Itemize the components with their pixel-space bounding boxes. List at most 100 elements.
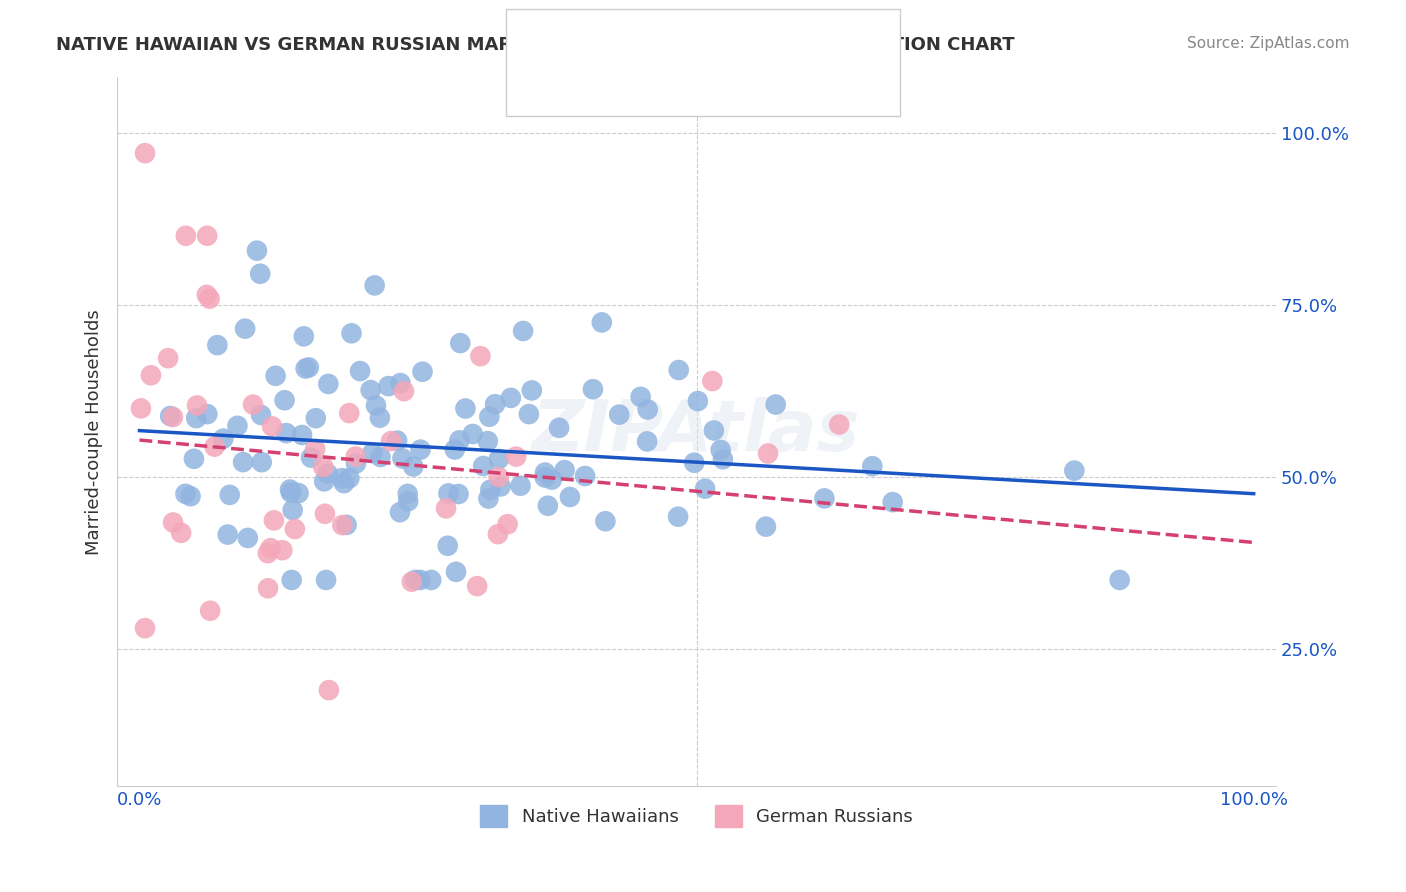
Point	[305, 411, 328, 425]
Point	[186, 399, 208, 413]
Point	[391, 451, 413, 466]
Point	[370, 450, 392, 464]
Point	[195, 288, 218, 302]
Point	[517, 407, 540, 421]
Point	[505, 450, 527, 464]
Point	[402, 459, 425, 474]
Point	[396, 487, 419, 501]
Point	[392, 384, 415, 399]
Point	[344, 456, 367, 470]
Point	[683, 456, 706, 470]
Point	[298, 360, 321, 375]
Text: ZIPAtlas: ZIPAtlas	[533, 398, 860, 467]
Point	[174, 487, 197, 501]
Point	[499, 391, 522, 405]
Point	[461, 427, 484, 442]
Point	[454, 401, 477, 416]
Point	[595, 514, 617, 528]
Point	[477, 434, 499, 449]
Point	[436, 539, 458, 553]
Point	[548, 421, 571, 435]
Point	[702, 374, 724, 388]
Point	[710, 442, 733, 457]
Point	[278, 483, 301, 497]
Point	[711, 452, 734, 467]
Point	[478, 409, 501, 424]
Point	[232, 455, 254, 469]
Text: 43: 43	[738, 70, 765, 90]
Point	[159, 409, 181, 423]
Point	[299, 450, 322, 465]
Point	[284, 522, 307, 536]
Point	[287, 486, 309, 500]
Point	[195, 228, 218, 243]
Point	[207, 338, 229, 352]
Point	[668, 363, 690, 377]
Point	[470, 349, 492, 363]
Text: 0.061: 0.061	[612, 70, 673, 90]
Point	[361, 446, 384, 460]
Point	[479, 483, 502, 497]
Point	[340, 326, 363, 341]
Point	[260, 541, 283, 556]
Point	[554, 463, 576, 477]
Point	[280, 485, 302, 500]
Point	[472, 458, 495, 473]
Point	[582, 382, 605, 396]
Point	[360, 383, 382, 397]
Point	[276, 426, 298, 441]
Point	[607, 408, 630, 422]
Text: R =: R =	[576, 33, 619, 53]
Point	[180, 489, 202, 503]
Point	[380, 434, 402, 449]
Point	[236, 531, 259, 545]
Point	[693, 482, 716, 496]
Point	[198, 292, 221, 306]
Text: N =: N =	[703, 33, 747, 53]
Point	[444, 565, 467, 579]
Point	[344, 450, 367, 464]
Point	[765, 398, 787, 412]
Point	[271, 543, 294, 558]
Point	[294, 361, 316, 376]
Point	[280, 573, 302, 587]
Text: Source: ZipAtlas.com: Source: ZipAtlas.com	[1187, 36, 1350, 51]
Point	[488, 452, 510, 467]
Y-axis label: Married-couple Households: Married-couple Households	[86, 310, 103, 555]
Point	[465, 579, 488, 593]
Point	[291, 428, 314, 442]
Point	[139, 368, 162, 383]
Point	[330, 471, 353, 485]
Point	[256, 546, 278, 560]
Point	[242, 398, 264, 412]
Point	[520, 384, 543, 398]
Point	[273, 393, 295, 408]
Point	[412, 365, 434, 379]
Point	[443, 442, 465, 457]
Point	[157, 351, 180, 366]
Point	[489, 479, 512, 493]
Point	[377, 379, 399, 393]
Point	[447, 487, 470, 501]
Point	[437, 486, 460, 500]
Point	[170, 525, 193, 540]
Point	[162, 516, 184, 530]
Point	[333, 476, 356, 491]
Point	[198, 604, 221, 618]
Point	[318, 683, 340, 698]
Point	[486, 527, 509, 541]
Point	[368, 410, 391, 425]
Point	[420, 573, 443, 587]
Point	[1063, 464, 1085, 478]
Point	[183, 451, 205, 466]
Point	[637, 402, 659, 417]
Point	[404, 573, 426, 587]
Text: 114: 114	[738, 33, 779, 53]
Point	[882, 495, 904, 509]
Point	[434, 501, 457, 516]
Point	[828, 417, 851, 432]
Point	[186, 411, 208, 425]
Point	[195, 407, 218, 421]
Point	[484, 397, 506, 411]
Point	[755, 519, 778, 533]
